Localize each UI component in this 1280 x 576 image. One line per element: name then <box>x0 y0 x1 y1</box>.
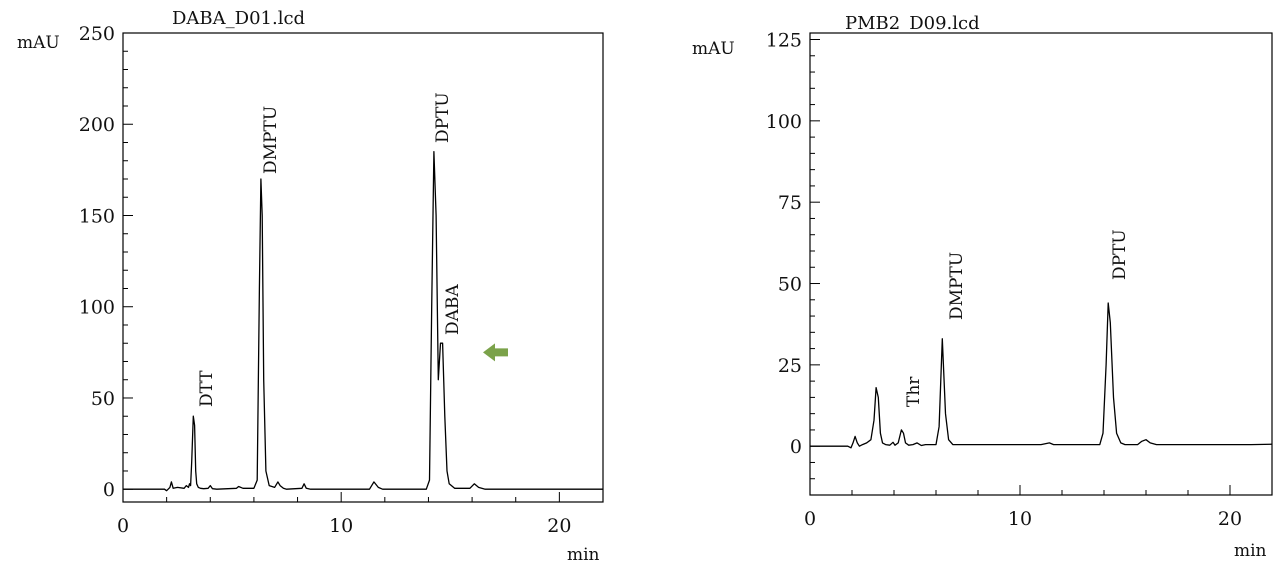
peak-label-thr: Thr <box>904 376 924 407</box>
peak-label-daba: DABA <box>443 284 463 335</box>
y-tick-label: 100 <box>79 297 115 319</box>
x-tick-label: 20 <box>1218 508 1242 530</box>
y-tick-label: 75 <box>778 192 802 214</box>
plot-frame <box>809 32 1273 496</box>
peak-label-dtt: DTT <box>197 370 217 407</box>
x-axis-label: min <box>1234 541 1267 561</box>
y-tick-label: 50 <box>91 388 115 410</box>
chromatogram-trace <box>123 150 603 492</box>
chart-panel-2: PMB2_D09.lcd mAU min 0 25 50 75 100 125 0 10 20 Thr D… <box>692 13 1273 561</box>
x-tick-label: 20 <box>547 515 571 537</box>
y-tick-label: 0 <box>790 436 802 458</box>
y-tick-label: 200 <box>79 114 115 136</box>
peak-label-dptu: DPTU <box>433 92 453 143</box>
plot-frame <box>122 32 604 503</box>
y-tick-label: 250 <box>79 23 115 45</box>
chart-title: PMB2_D09.lcd <box>845 13 980 34</box>
y-axis-label: mAU <box>692 39 735 59</box>
x-tick-label: 10 <box>329 515 353 537</box>
y-tick-label: 0 <box>103 479 115 501</box>
x-tick-label: 10 <box>1008 508 1032 530</box>
y-tick-label: 100 <box>766 111 802 133</box>
chromatogram-trace <box>810 302 1273 449</box>
y-tick-label: 125 <box>766 30 802 52</box>
chart-title: DABA_D01.lcd <box>172 8 305 29</box>
peak-label-dmptu: DMPTU <box>261 106 281 174</box>
peak-label-dmptu: DMPTU <box>947 252 967 320</box>
x-axis-label: min <box>567 545 600 565</box>
y-tick-label: 150 <box>79 205 115 227</box>
x-tick-label: 0 <box>117 515 129 537</box>
y-tick-label: 25 <box>778 355 802 377</box>
y-tick-label: 50 <box>778 274 802 296</box>
y-axis-label: mAU <box>17 33 60 53</box>
arrow-icon <box>483 343 508 362</box>
peak-label-dptu: DPTU <box>1110 229 1130 280</box>
x-tick-label: 0 <box>804 508 816 530</box>
chart-panel-1: DABA_D01.lcd mAU min 0 50 100 150 200 250 0 10 20 DT… <box>17 8 604 565</box>
